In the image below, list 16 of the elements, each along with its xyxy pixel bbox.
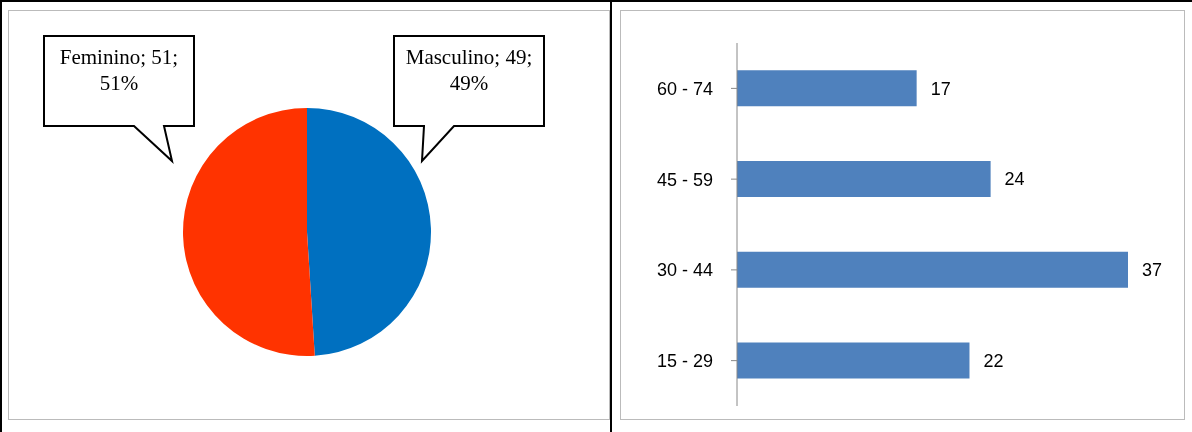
bar	[737, 342, 970, 379]
bar	[737, 251, 1128, 288]
pie-slice	[307, 108, 431, 356]
y-tick-label: 30 - 44	[656, 260, 713, 281]
y-tick-label: 15 - 29	[656, 351, 713, 372]
data-label: 37	[1142, 260, 1163, 281]
bar	[737, 160, 991, 197]
bar	[737, 70, 917, 107]
y-tick-label: 45 - 59	[656, 169, 713, 190]
pie-slice	[183, 108, 315, 356]
data-label: 22	[983, 350, 1004, 371]
slice-label: Masculino; 49; 49%	[404, 44, 534, 96]
y-tick-label: 60 - 74	[656, 78, 713, 99]
data-label: 17	[930, 78, 951, 99]
slice-label: Feminino; 51; 51%	[58, 44, 180, 96]
data-label: 24	[1004, 169, 1025, 190]
